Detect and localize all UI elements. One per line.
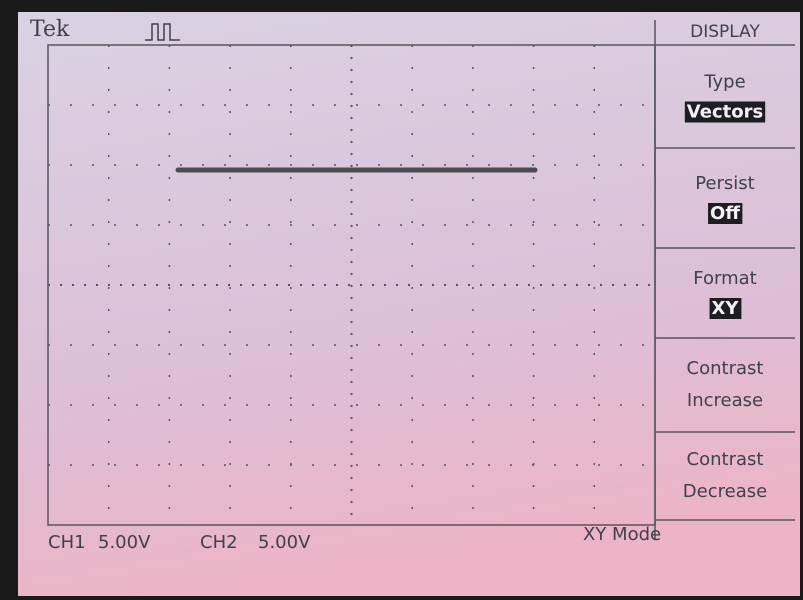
- menu-text: Decrease: [683, 481, 767, 502]
- ch2-scale: 5.00V: [258, 532, 311, 553]
- menu-value: Vectors: [687, 102, 763, 123]
- menu-title: DISPLAY: [690, 22, 760, 42]
- menu-text: Increase: [687, 390, 763, 411]
- brand: Tek: [30, 17, 70, 42]
- menu-text: Contrast: [687, 358, 764, 379]
- scope-screen: Tek DISPLAY Type Vectors Persist Off Format X…: [0, 0, 803, 600]
- menu-label: Format: [693, 268, 756, 289]
- ch1-label: CH1: [48, 532, 86, 553]
- menu-value: XY: [712, 298, 740, 319]
- mode-label: XY Mode: [583, 524, 661, 545]
- menu-label: Type: [703, 72, 745, 93]
- menu-label: Persist: [695, 173, 755, 194]
- ch2-label: CH2: [200, 532, 238, 553]
- ch1-scale: 5.00V: [98, 532, 151, 553]
- menu-text: Contrast: [687, 449, 764, 470]
- menu-value: Off: [710, 203, 740, 224]
- screen-background: [18, 12, 800, 596]
- page: Tek DISPLAY Type Vectors Persist Off Format X…: [0, 0, 803, 600]
